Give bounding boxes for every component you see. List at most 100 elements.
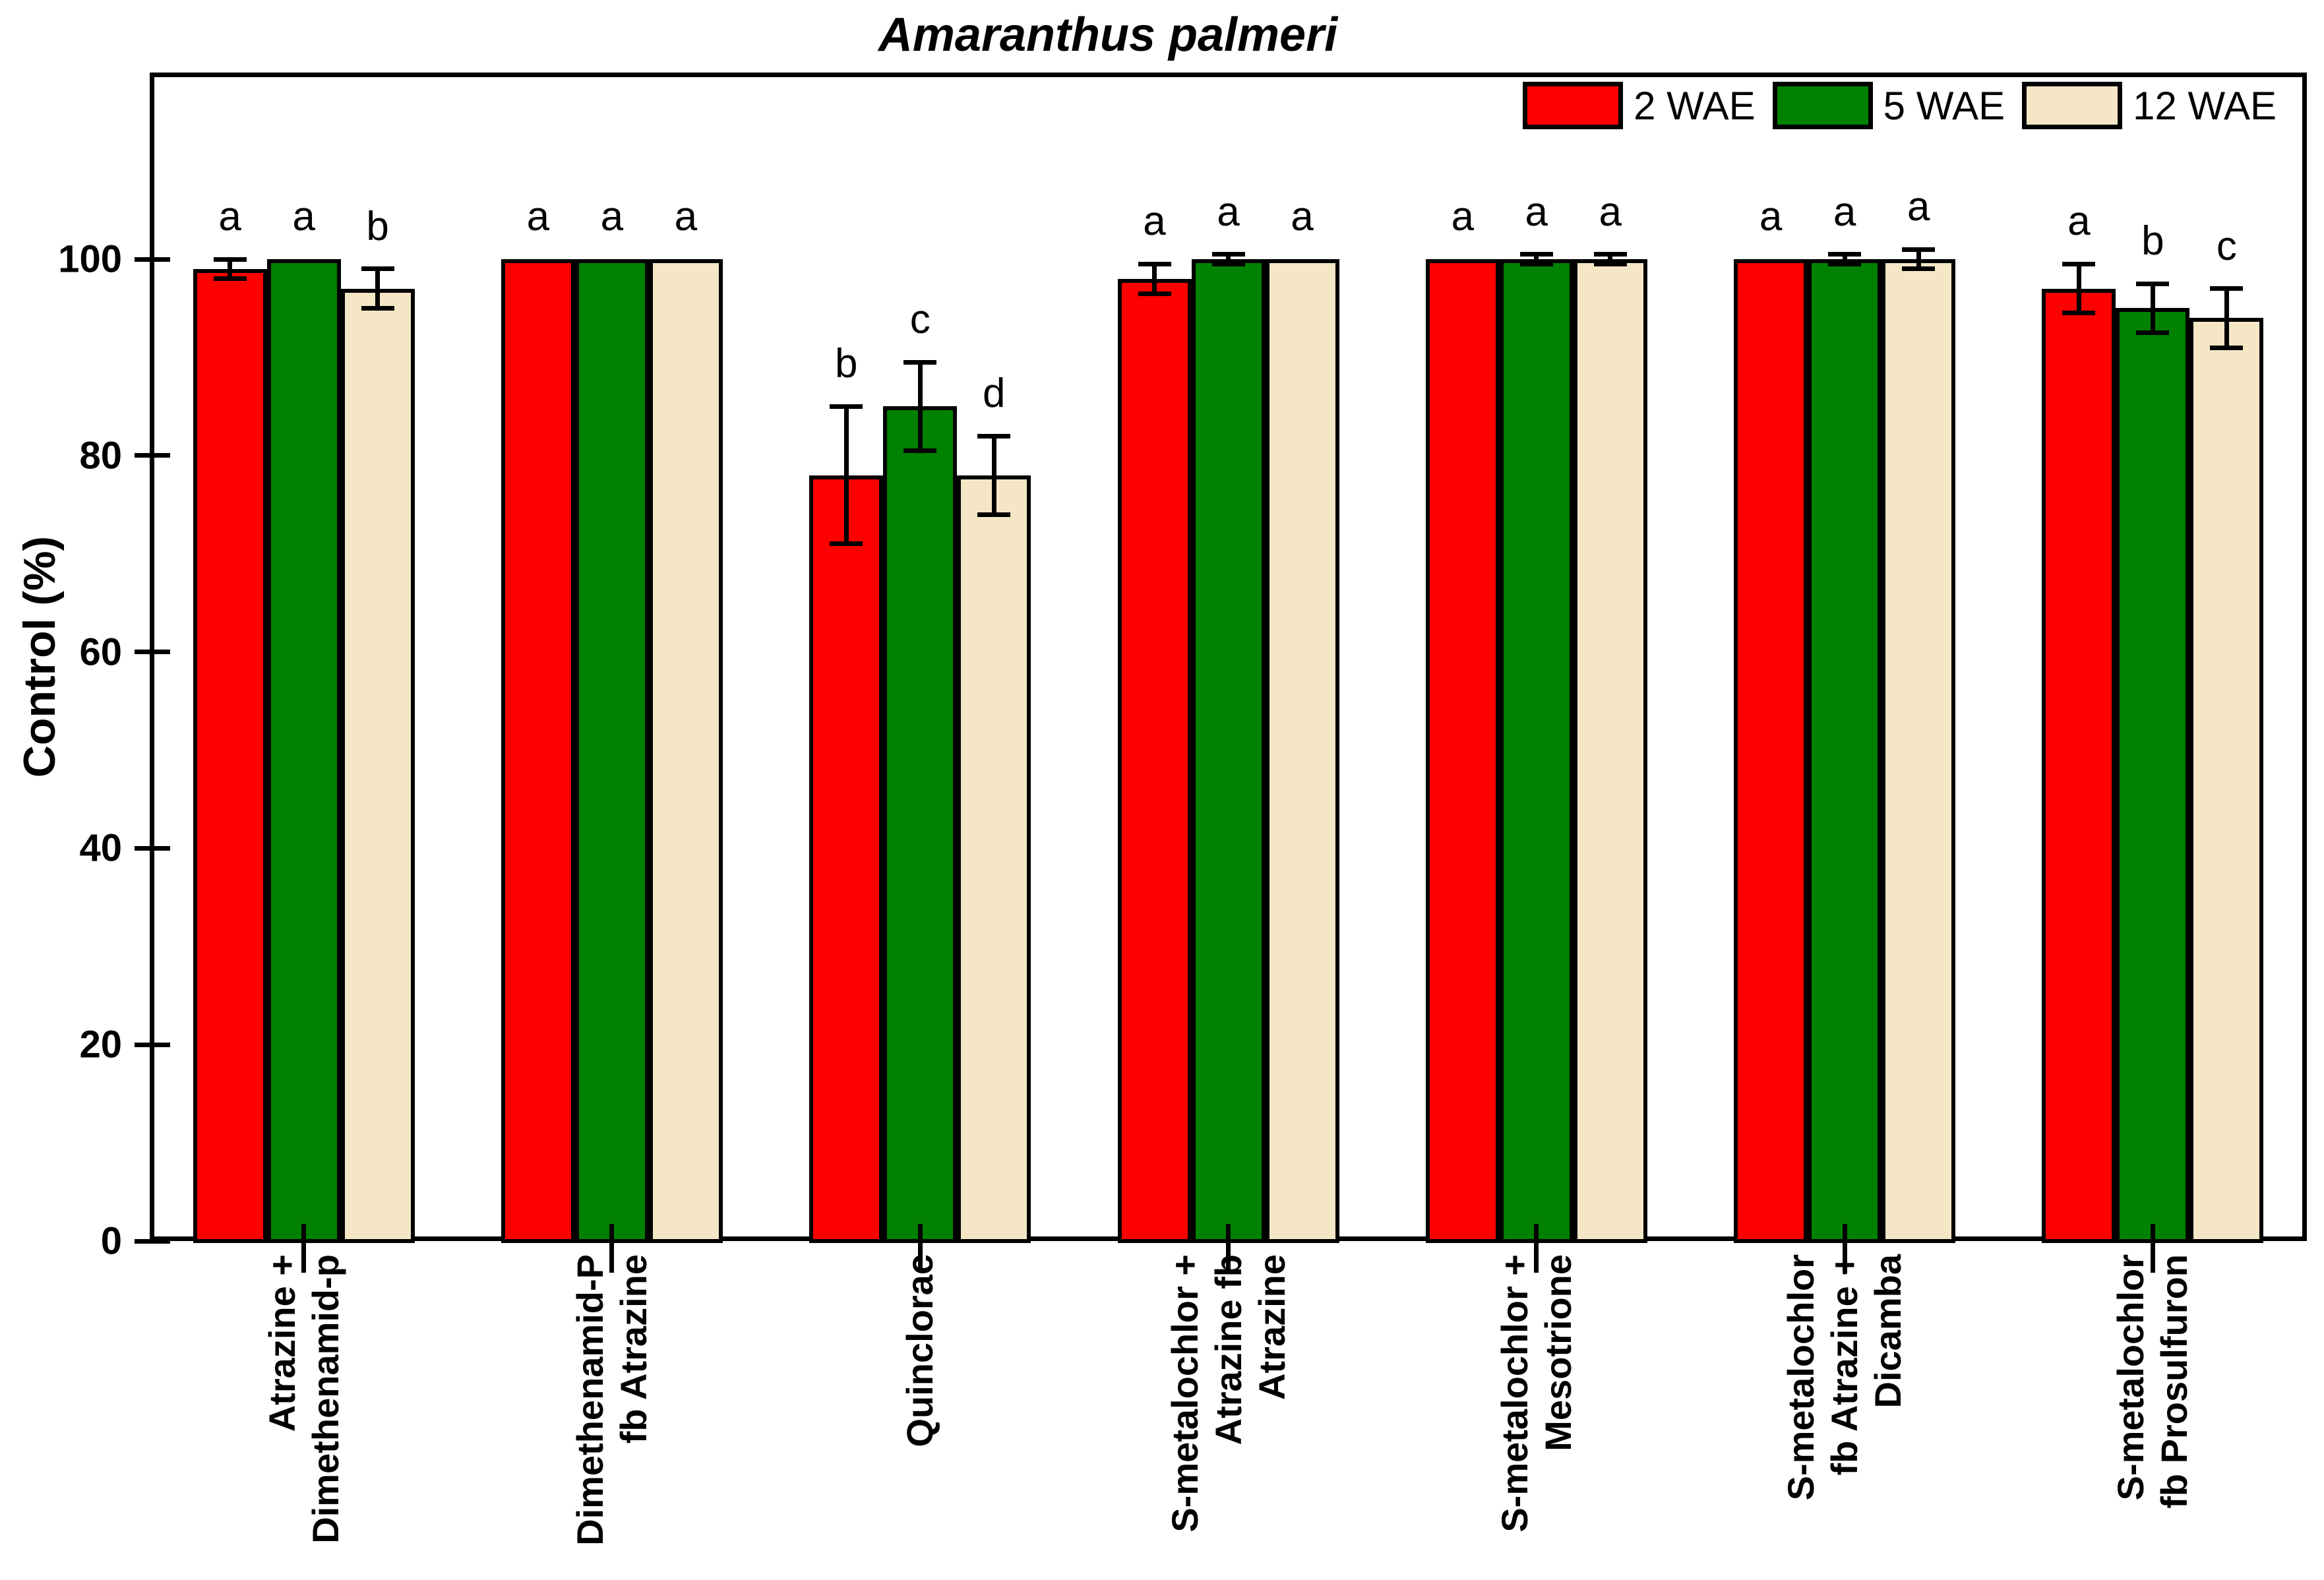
y-tick-mark [134,650,170,655]
error-bar-cap-top [2062,261,2096,266]
significance-letter: a [1143,198,1166,245]
x-category-label: Quinclorac [899,1254,941,1447]
significance-letter: a [1525,189,1548,235]
error-bar [1608,254,1613,264]
x-tick-mark [917,1224,923,1273]
bar-5wae [883,406,958,1243]
y-tick-mark [134,1238,170,1244]
bar-5wae [266,259,341,1243]
y-tick-mark [134,845,170,851]
error-bar-cap-top [361,266,394,272]
significance-letter: a [292,194,315,239]
error-bar-cap-bottom [2210,345,2244,350]
bar-12wae [1881,259,1956,1243]
error-bar-cap-top [1211,252,1245,257]
error-bar [2224,288,2229,348]
error-bar [2076,264,2081,313]
error-bar-cap-top [903,359,937,365]
significance-letter: c [909,297,931,343]
error-bar [843,406,849,544]
bar-12wae [957,475,1031,1243]
legend-label-2wae: 2 WAE [1634,83,1756,128]
error-bar-cap-bottom [213,276,247,282]
bar-12wae [340,288,415,1243]
x-tick-mark [1534,1224,1539,1273]
error-bar-cap-bottom [830,541,863,547]
legend-label-5wae: 5 WAE [1883,83,2005,128]
significance-letter: a [1451,194,1475,239]
y-tick-mark [134,1042,170,1047]
y-tick-mark [134,257,170,262]
error-bar-cap-bottom [1593,261,1627,266]
error-bar-cap-bottom [1902,266,1936,272]
error-bar [1916,249,1921,269]
significance-letter: a [1833,189,1856,235]
error-bar-cap-bottom [903,448,937,453]
legend-swatch-12wae [2022,82,2123,129]
error-bar-cap-bottom [1138,291,1171,296]
x-category-label: Atrazine + Dimethenamid-p [260,1254,346,1544]
bar-2wae [1734,259,1808,1243]
legend-swatch-5wae [1772,82,1873,129]
bar-5wae [1499,259,1574,1243]
error-bar [1226,254,1231,264]
bar-2wae [2042,288,2116,1243]
legend-item-2wae: 2 WAE [1523,82,1756,129]
bar-2wae [501,259,575,1243]
error-bar-cap-bottom [1211,261,1245,266]
x-category-label: Dimethenamid-P fb Atrazine [568,1254,654,1546]
x-category-label: S-metalochlor + Mesotrione [1493,1254,1579,1533]
x-category-label: S-metalochlor + Atrazine fb Atrazine [1163,1254,1293,1533]
bar-2wae [193,268,267,1243]
x-category-label: S-metalochlor fb Atrazine + Dicamba [1780,1254,1909,1501]
error-bar [1842,254,1847,264]
error-bar-cap-bottom [977,512,1011,517]
significance-letter: d [982,371,1006,417]
significance-letter: a [600,194,624,239]
error-bar-cap-top [1828,252,1862,257]
error-bar [375,268,381,309]
legend-item-12wae: 12 WAE [2022,82,2277,129]
chart-title: Amaranthus palmeri [878,9,1338,61]
significance-letter: a [1907,184,1930,230]
error-bar-cap-bottom [2062,311,2096,316]
bar-2wae [809,475,884,1243]
significance-letter: a [1759,194,1783,239]
bar-5wae [2116,308,2190,1243]
bar-5wae [1191,259,1266,1243]
y-tick-label: 20 [79,1023,122,1066]
error-bar-cap-top [2136,281,2170,286]
significance-letter: a [674,194,698,239]
bar-2wae [1117,278,1192,1243]
x-category-label: S-metalochlor fb Prosulfuron [2110,1254,2195,1509]
bar-12wae [1573,259,1647,1243]
bar-12wae [1265,259,1339,1243]
x-tick-mark [301,1224,307,1273]
significance-letter: a [526,194,550,239]
x-tick-mark [1226,1224,1231,1273]
error-bar [1152,264,1157,294]
error-bar [2150,284,2155,333]
significance-letter: c [2216,223,2237,269]
y-tick-label: 60 [79,630,122,674]
x-tick-mark [1842,1224,1847,1273]
significance-letter: a [1291,194,1314,239]
y-tick-label: 0 [100,1219,122,1263]
error-bar [991,436,996,515]
error-bar-cap-bottom [1828,261,1862,266]
error-bar-cap-top [1138,261,1171,266]
error-bar [1534,254,1539,264]
legend-swatch-2wae [1523,82,1624,129]
error-bar [228,259,233,279]
bar-5wae [574,259,649,1243]
y-tick-label: 80 [79,434,122,477]
significance-letter: a [1217,189,1240,235]
error-bar-cap-top [1519,252,1553,257]
bar-2wae [1425,259,1500,1243]
legend-item-5wae: 5 WAE [1772,82,2005,129]
legend: 2 WAE 5 WAE 12 WAE [1523,82,2277,129]
bar-5wae [1808,259,1882,1243]
significance-letter: a [1599,189,1622,235]
error-bar-cap-top [1593,252,1627,257]
